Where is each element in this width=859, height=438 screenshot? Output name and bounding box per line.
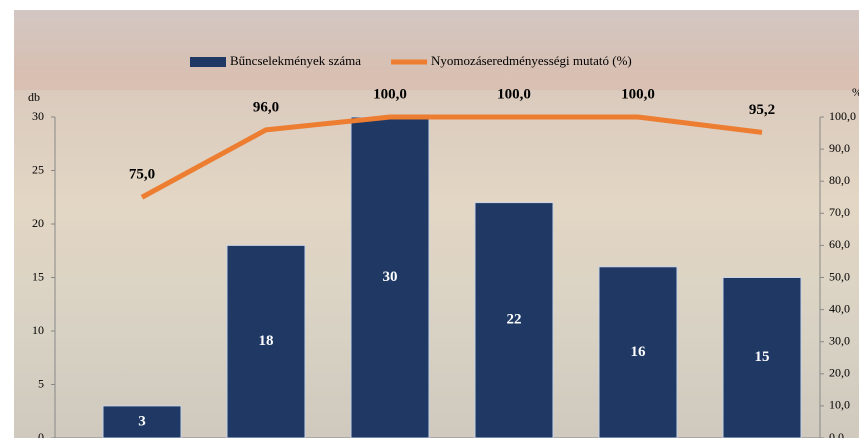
y2-tick-label: 80,0 xyxy=(829,173,850,187)
y2-tick-label: 70,0 xyxy=(829,205,850,219)
y2-tick-label: 10,0 xyxy=(829,398,850,412)
bar xyxy=(474,202,554,438)
y2-tick-label: 100,0 xyxy=(829,109,856,123)
legend-swatch xyxy=(190,57,226,67)
y2-axis-label: % xyxy=(852,85,859,99)
y-tick-label: 10 xyxy=(32,323,44,337)
bar-value-label: 3 xyxy=(138,413,146,429)
bar xyxy=(102,405,182,438)
y-tick-label: 0 xyxy=(38,430,44,438)
legend-label: Bűncselekmények száma xyxy=(230,53,361,68)
y-tick-label: 5 xyxy=(38,376,44,390)
line-value-label: 100,0 xyxy=(621,86,655,102)
y-tick-label: 25 xyxy=(32,162,44,176)
y-tick-label: 15 xyxy=(32,269,44,283)
line-value-label: 75,0 xyxy=(129,167,155,183)
y2-tick-label: 30,0 xyxy=(829,333,850,347)
y-tick-label: 20 xyxy=(32,216,44,230)
background-roof xyxy=(14,10,859,90)
bar-value-label: 15 xyxy=(755,349,770,365)
background xyxy=(14,10,859,438)
line-value-label: 96,0 xyxy=(253,99,279,115)
bar xyxy=(226,244,306,438)
bar-value-label: 16 xyxy=(631,344,647,360)
y2-tick-label: 90,0 xyxy=(829,141,850,155)
y2-tick-label: 0,0 xyxy=(829,430,844,438)
y2-tick-label: 40,0 xyxy=(829,301,850,315)
y2-tick-label: 60,0 xyxy=(829,237,850,251)
line xyxy=(140,114,763,200)
bar xyxy=(598,266,678,438)
bar-value-label: 30 xyxy=(383,269,398,285)
line-value-label: 100,0 xyxy=(373,86,407,102)
bar-value-label: 18 xyxy=(259,333,274,349)
y-axis-label: db xyxy=(28,90,40,104)
bar xyxy=(350,116,430,438)
legend-label: Nyomozáseredményességi mutató (%) xyxy=(431,53,632,68)
bar-value-label: 22 xyxy=(507,312,522,328)
line-value-label: 95,2 xyxy=(749,102,775,118)
bar xyxy=(722,277,802,438)
y-tick-label: 30 xyxy=(32,109,44,123)
y2-tick-label: 20,0 xyxy=(829,366,850,380)
y2-tick-label: 50,0 xyxy=(829,269,850,283)
line-value-label: 100,0 xyxy=(497,86,531,102)
